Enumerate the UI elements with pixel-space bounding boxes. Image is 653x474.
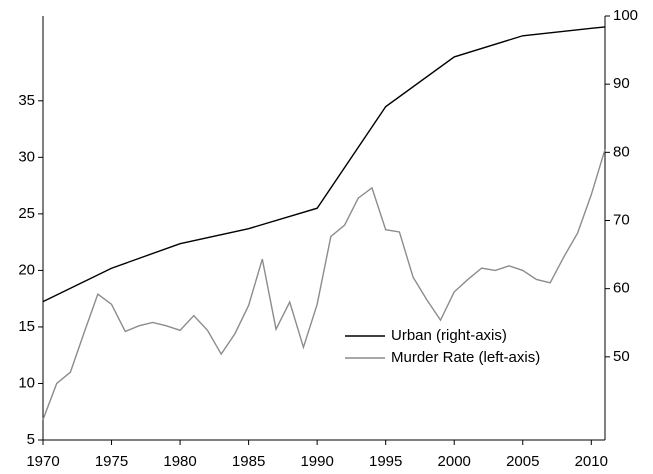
x-tick-label: 1980 (163, 453, 196, 470)
series-line (42, 149, 606, 420)
y-tick-label: 10 (18, 374, 35, 391)
y2-tick-label: 70 (613, 211, 630, 228)
legend-label: Murder Rate (left-axis) (391, 349, 540, 366)
x-tick-label: 2010 (575, 453, 608, 470)
y-tick-label: 35 (18, 92, 35, 109)
x-tick-label: 2000 (438, 453, 471, 470)
y2-tick-label: 60 (613, 280, 630, 297)
y-tick-label: 15 (18, 318, 35, 335)
y2-tick-label: 100 (613, 7, 638, 24)
y-tick-label: 20 (18, 261, 35, 278)
x-tick-label: 1985 (232, 453, 265, 470)
y-tick-label: 30 (18, 148, 35, 165)
series-line (42, 26, 606, 303)
x-tick-label: 1990 (300, 453, 333, 470)
legend-label: Urban (right-axis) (391, 327, 507, 344)
y-tick-label: 25 (18, 205, 35, 222)
y-tick-label: 5 (27, 431, 35, 448)
x-tick-label: 2005 (506, 453, 539, 470)
y2-tick-label: 80 (613, 143, 630, 160)
x-tick-label: 1970 (26, 453, 59, 470)
y2-tick-label: 90 (613, 75, 630, 92)
x-tick-label: 1995 (369, 453, 402, 470)
y2-tick-label: 50 (613, 348, 630, 365)
x-tick-label: 1975 (95, 453, 128, 470)
